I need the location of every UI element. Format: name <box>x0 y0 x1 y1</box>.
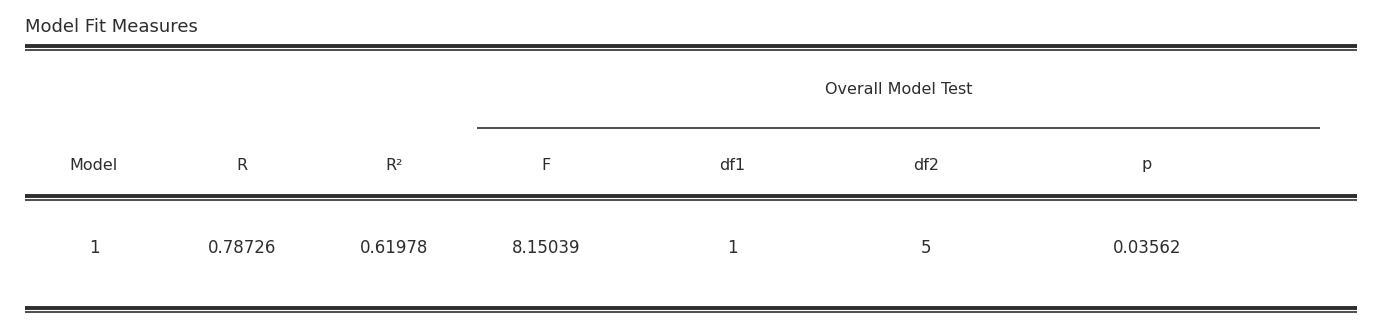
Text: 1: 1 <box>88 239 100 257</box>
Text: 8.15039: 8.15039 <box>511 239 580 257</box>
Text: F: F <box>542 158 550 173</box>
Text: 5: 5 <box>920 239 931 257</box>
Text: Overall Model Test: Overall Model Test <box>825 82 972 97</box>
Text: p: p <box>1142 158 1153 173</box>
Text: 0.61978: 0.61978 <box>359 239 428 257</box>
Text: Model Fit Measures: Model Fit Measures <box>25 18 198 36</box>
Text: R: R <box>236 158 247 173</box>
Text: 0.03562: 0.03562 <box>1113 239 1182 257</box>
Text: R²: R² <box>386 158 402 173</box>
Text: df2: df2 <box>914 158 938 173</box>
Text: 1: 1 <box>727 239 738 257</box>
Text: df1: df1 <box>720 158 745 173</box>
Text: 0.78726: 0.78726 <box>207 239 276 257</box>
Text: Model: Model <box>70 158 117 173</box>
